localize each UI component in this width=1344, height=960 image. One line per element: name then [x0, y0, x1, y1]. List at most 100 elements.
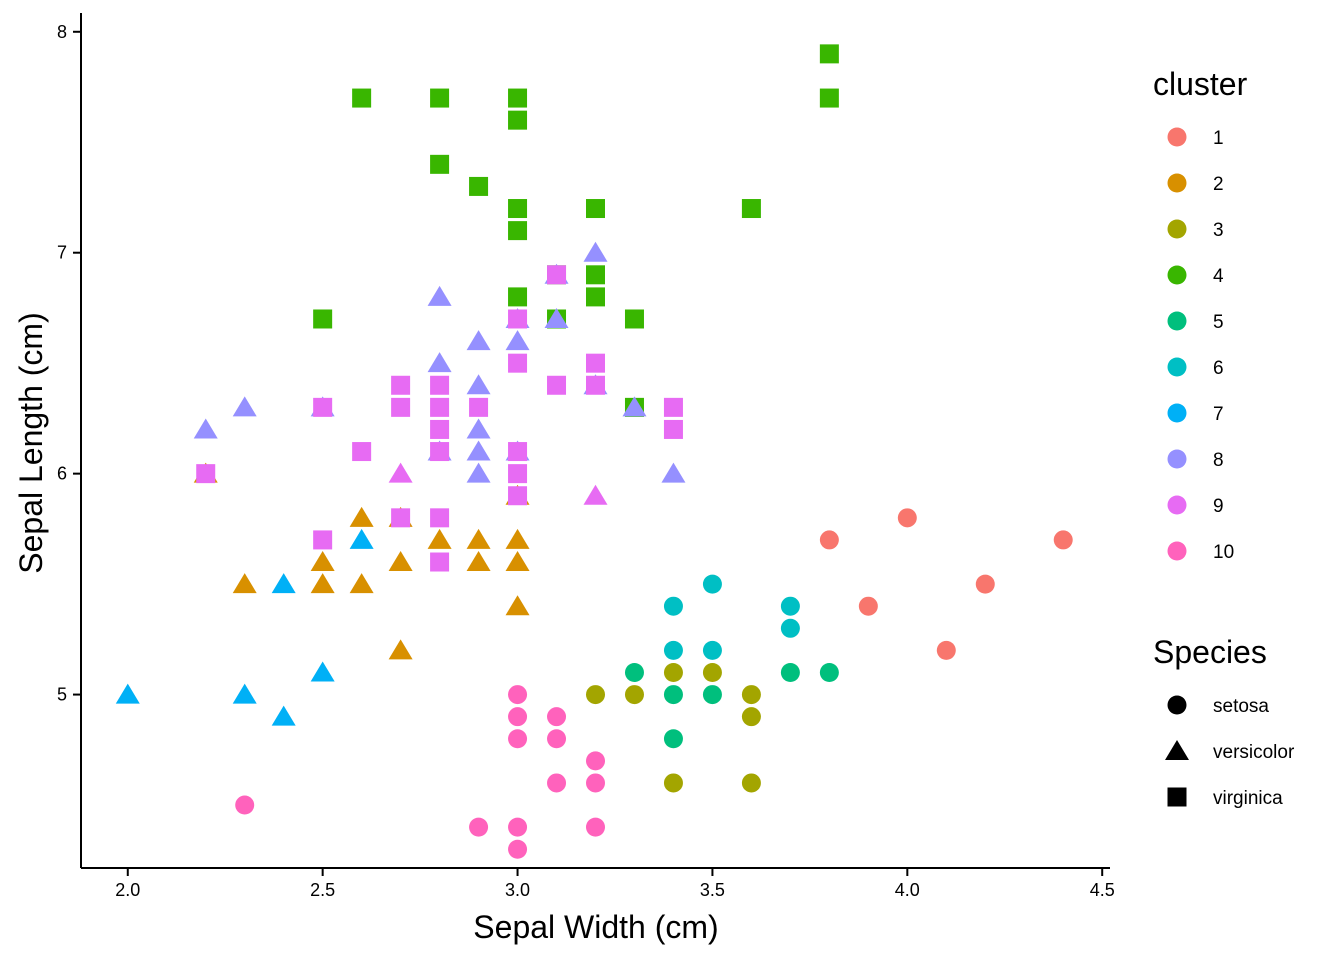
point-cluster-9-versicolor — [388, 462, 413, 483]
point-cluster-4-virginica — [508, 221, 528, 241]
point-cluster-10-setosa — [235, 795, 255, 815]
point-cluster-9-virginica — [430, 419, 450, 439]
point-cluster-8-versicolor — [466, 374, 491, 395]
point-cluster-9-virginica — [313, 530, 333, 550]
point-cluster-8-versicolor — [466, 440, 491, 461]
point-cluster-7-versicolor — [232, 683, 257, 704]
point-cluster-10-setosa — [586, 773, 605, 793]
y-ticks: 5 6 7 8 — [57, 22, 81, 705]
legend-key-cluster-10 — [1167, 541, 1187, 561]
point-cluster-3-setosa — [741, 685, 761, 705]
point-cluster-4-virginica — [508, 199, 528, 219]
legend-key-setosa — [1167, 695, 1187, 715]
point-cluster-3-setosa — [741, 707, 761, 727]
legend-key-cluster-2 — [1167, 173, 1187, 193]
point-cluster-9-virginica — [196, 464, 216, 484]
legend: cluster 1 2 3 4 5 6 7 8 9 10 Species setosa versic… — [1153, 66, 1295, 809]
x-tick-label: 3.5 — [700, 880, 725, 900]
point-cluster-8-versicolor — [661, 462, 686, 483]
point-cluster-3-setosa — [741, 773, 761, 793]
point-cluster-9-virginica — [547, 375, 567, 395]
point-cluster-10-setosa — [547, 707, 567, 727]
point-cluster-9-virginica — [391, 397, 411, 417]
point-cluster-3-setosa — [624, 685, 644, 705]
point-cluster-4-virginica — [508, 110, 528, 130]
y-tick-label: 5 — [57, 685, 67, 705]
point-cluster-6-setosa — [702, 574, 722, 594]
point-cluster-4-virginica — [508, 88, 528, 108]
point-cluster-9-virginica — [391, 375, 411, 395]
color-legend-items: 1 2 3 4 5 6 7 8 9 10 — [1167, 127, 1234, 563]
legend-label-cluster-10: 10 — [1213, 542, 1234, 563]
point-cluster-2-versicolor — [427, 528, 452, 549]
point-cluster-9-virginica — [430, 397, 450, 417]
point-cluster-9-virginica — [508, 486, 528, 506]
point-cluster-4-virginica — [819, 88, 839, 108]
legend-label-virginica: virginica — [1213, 788, 1283, 809]
legend-label-cluster-4: 4 — [1213, 266, 1224, 287]
legend-key-cluster-7 — [1167, 403, 1187, 423]
y-tick-label: 8 — [57, 22, 67, 42]
point-cluster-9-virginica — [391, 508, 411, 528]
point-cluster-8-versicolor — [544, 307, 569, 328]
point-cluster-9-virginica — [547, 265, 567, 285]
point-cluster-8-versicolor — [466, 462, 491, 483]
legend-key-cluster-9 — [1167, 495, 1187, 515]
legend-key-versicolor — [1165, 740, 1189, 760]
point-cluster-6-setosa — [780, 596, 800, 616]
x-tick-label: 4.5 — [1090, 880, 1115, 900]
point-cluster-5-setosa — [702, 685, 722, 705]
point-cluster-10-setosa — [508, 817, 528, 837]
point-cluster-5-setosa — [663, 685, 683, 705]
point-cluster-3-setosa — [663, 662, 683, 682]
point-cluster-4-virginica — [352, 88, 372, 108]
legend-key-cluster-8 — [1167, 449, 1187, 469]
point-cluster-2-versicolor — [349, 506, 374, 527]
point-cluster-1-setosa — [975, 574, 995, 594]
point-cluster-9-virginica — [663, 419, 683, 439]
point-cluster-1-setosa — [897, 508, 917, 528]
point-cluster-8-versicolor — [583, 241, 608, 262]
legend-key-virginica — [1167, 787, 1187, 807]
legend-key-cluster-1 — [1167, 127, 1187, 147]
legend-key-cluster-6 — [1167, 357, 1187, 377]
point-cluster-9-virginica — [586, 353, 605, 373]
point-cluster-2-versicolor — [310, 551, 335, 572]
point-cluster-4-virginica — [430, 88, 450, 108]
point-cluster-10-setosa — [508, 707, 528, 727]
legend-label-cluster-1: 1 — [1213, 128, 1224, 149]
legend-label-setosa: setosa — [1213, 696, 1269, 717]
axes — [80, 13, 1110, 869]
legend-key-cluster-5 — [1167, 311, 1187, 331]
point-cluster-3-setosa — [663, 773, 683, 793]
point-cluster-4-virginica — [508, 287, 528, 307]
x-axis-title: Sepal Width (cm) — [473, 909, 718, 945]
point-cluster-4-virginica — [586, 199, 605, 219]
x-tick-label: 2.5 — [310, 880, 335, 900]
point-cluster-2-versicolor — [232, 573, 257, 594]
point-cluster-9-virginica — [313, 397, 333, 417]
point-cluster-9-virginica — [508, 353, 528, 373]
legend-label-cluster-8: 8 — [1213, 450, 1224, 471]
point-cluster-2-versicolor — [310, 573, 335, 594]
point-cluster-3-setosa — [702, 662, 722, 682]
legend-key-cluster-3 — [1167, 219, 1187, 239]
shape-legend-items: setosa versicolor virginica — [1165, 695, 1295, 809]
point-cluster-2-versicolor — [466, 551, 491, 572]
point-cluster-9-virginica — [508, 309, 528, 329]
legend-label-cluster-5: 5 — [1213, 312, 1224, 333]
point-cluster-9-virginica — [352, 442, 372, 462]
point-cluster-4-virginica — [469, 176, 489, 196]
point-cluster-10-setosa — [508, 729, 528, 749]
point-cluster-5-setosa — [780, 662, 800, 682]
point-cluster-9-versicolor — [583, 484, 608, 505]
point-cluster-9-virginica — [430, 552, 450, 572]
point-cluster-9-virginica — [430, 442, 450, 462]
point-cluster-1-setosa — [858, 596, 878, 616]
point-cluster-7-versicolor — [115, 683, 140, 704]
point-cluster-7-versicolor — [310, 661, 335, 682]
point-cluster-2-versicolor — [505, 528, 530, 549]
point-cluster-7-versicolor — [271, 573, 296, 594]
point-cluster-10-setosa — [586, 817, 605, 837]
point-cluster-1-setosa — [1053, 530, 1073, 550]
